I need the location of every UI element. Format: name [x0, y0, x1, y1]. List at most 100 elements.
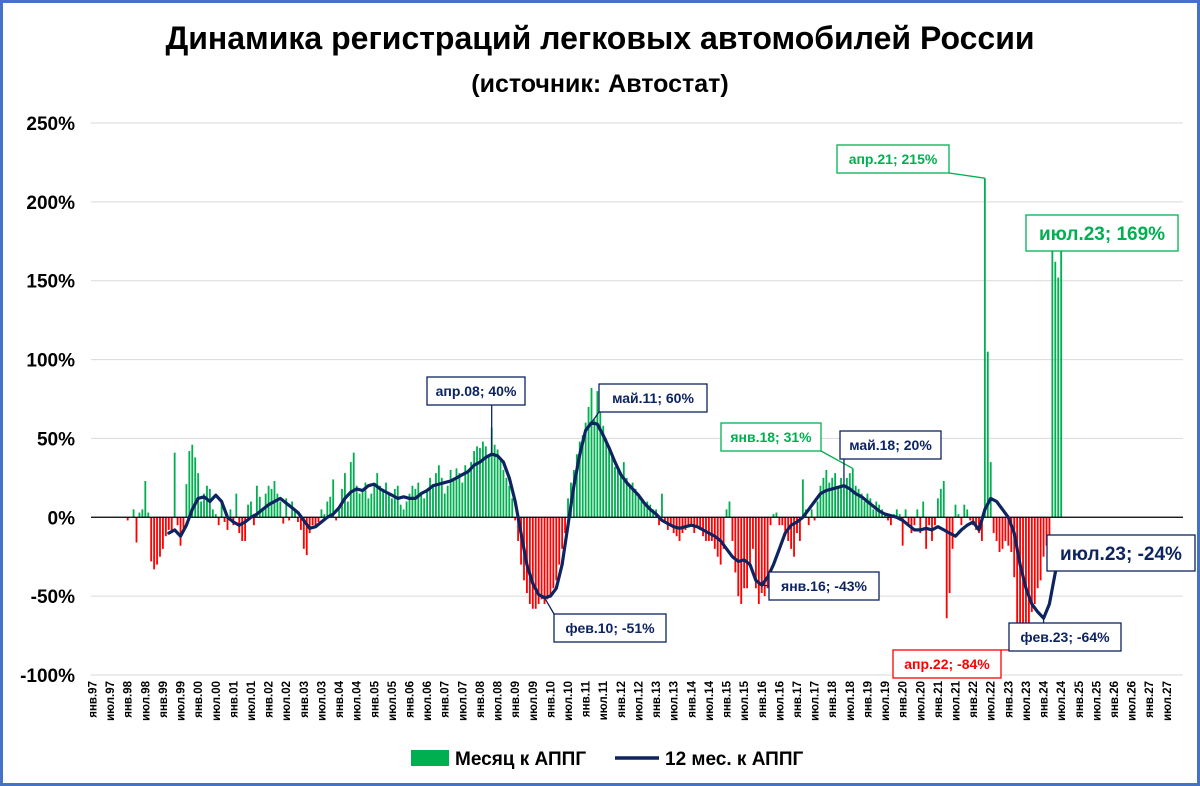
- x-tick-label: июл.97: [105, 681, 117, 721]
- bar: [834, 473, 837, 518]
- annotation-label: янв.18; 31%: [730, 429, 812, 445]
- bar: [508, 485, 511, 518]
- bar: [602, 425, 605, 518]
- annotation-label: май.18; 20%: [849, 437, 932, 453]
- x-tick-label: июл.12: [633, 681, 645, 721]
- bar: [546, 517, 549, 600]
- legend-swatch-bar: [411, 750, 449, 766]
- bar: [890, 517, 892, 526]
- bar: [206, 485, 208, 518]
- bar: [608, 446, 611, 518]
- bar: [223, 517, 226, 523]
- bar: [170, 517, 173, 534]
- bar: [948, 517, 951, 593]
- bar: [939, 488, 942, 518]
- bar: [253, 517, 255, 526]
- bar: [299, 517, 302, 530]
- bar: [502, 469, 505, 518]
- bar: [837, 485, 839, 518]
- bar: [144, 481, 147, 518]
- annotation-label: фев.23; -64%: [1020, 629, 1110, 645]
- x-tick-label: июл.18: [845, 680, 857, 721]
- bar: [543, 517, 546, 605]
- x-tick-label: янв.00: [193, 681, 205, 718]
- bar: [446, 485, 449, 518]
- bar: [942, 481, 945, 518]
- bar: [385, 482, 387, 518]
- bar: [432, 485, 434, 518]
- annotation-box: [1008, 622, 1122, 652]
- bar: [203, 493, 205, 518]
- bar: [828, 482, 831, 518]
- bar: [373, 485, 376, 518]
- bar: [247, 504, 249, 518]
- bar: [528, 517, 531, 605]
- bar: [734, 517, 737, 573]
- annotation-leader: [590, 411, 600, 424]
- bar: [329, 496, 332, 518]
- bar: [646, 501, 649, 518]
- bar: [913, 517, 916, 526]
- bar: [411, 485, 414, 518]
- x-tick-label: янв.27: [1144, 681, 1156, 718]
- x-tick-label: янв.21: [933, 680, 945, 717]
- bar: [1036, 517, 1039, 589]
- x-tick-label: июл.15: [739, 680, 751, 721]
- bar: [696, 517, 699, 526]
- bar: [285, 498, 288, 518]
- bar: [1001, 517, 1004, 549]
- bar: [437, 465, 440, 518]
- bar: [250, 501, 252, 518]
- bar: [669, 517, 672, 526]
- bar: [907, 517, 910, 526]
- annotation-label: апр.08; 40%: [436, 383, 517, 399]
- x-tick-label: янв.26: [1109, 681, 1121, 718]
- annotation-leader: [761, 584, 770, 587]
- bar: [487, 454, 490, 518]
- bar: [464, 465, 467, 518]
- bar: [305, 517, 308, 556]
- bar: [367, 498, 370, 518]
- bar: [126, 517, 129, 521]
- y-tick-label: -50%: [31, 587, 75, 608]
- annotation-box: [836, 144, 950, 174]
- legend: Месяц к АППГ 12 мес. к АППГ: [411, 749, 803, 770]
- bar: [731, 517, 734, 541]
- bar: [282, 517, 285, 524]
- bar: [279, 501, 282, 518]
- bar: [910, 517, 913, 534]
- bar: [766, 517, 769, 589]
- bar: [332, 479, 335, 518]
- bar: [637, 493, 640, 518]
- bar: [423, 498, 426, 518]
- bar: [449, 469, 452, 518]
- bar: [346, 501, 349, 518]
- bar: [986, 351, 989, 518]
- bar: [537, 517, 540, 605]
- bar: [420, 493, 423, 518]
- bar: [455, 468, 458, 518]
- bar: [584, 422, 587, 518]
- bar: [810, 509, 813, 518]
- bar: [995, 517, 998, 541]
- bar: [481, 441, 484, 518]
- bar: [772, 514, 775, 518]
- x-tick-label: июл.11: [598, 680, 610, 720]
- bar: [1007, 517, 1010, 546]
- bar: [757, 517, 760, 605]
- x-tick-label: янв.12: [616, 681, 628, 718]
- bar: [379, 485, 382, 518]
- y-axis: -100% -50% 0% 50% 100% 150% 200% 250%: [20, 114, 75, 687]
- bar: [1033, 517, 1036, 605]
- bar: [552, 517, 555, 589]
- bar: [526, 517, 528, 593]
- bar: [294, 509, 296, 518]
- y-tick-label: 250%: [26, 114, 75, 135]
- bar: [138, 512, 141, 518]
- bar: [458, 473, 461, 518]
- bar: [619, 473, 622, 518]
- legend-label-bar: Месяц к АППГ: [455, 749, 586, 770]
- bar: [534, 517, 537, 609]
- bar: [390, 498, 393, 518]
- y-tick-label: 0%: [48, 508, 76, 529]
